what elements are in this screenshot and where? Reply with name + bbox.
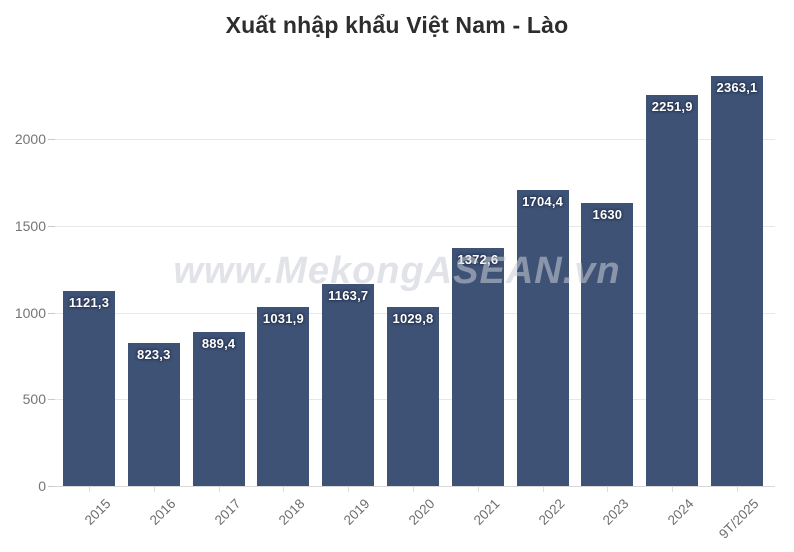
bar-value-label: 1372,6 <box>457 251 499 267</box>
y-axis-tick <box>48 139 55 140</box>
gridline <box>55 225 775 227</box>
bar-value-label: 2251,9 <box>651 99 693 115</box>
x-axis-tick-label: 2022 <box>535 496 568 528</box>
x-axis-tick <box>672 487 674 492</box>
x-axis-tick <box>542 487 544 492</box>
bar <box>63 291 115 486</box>
y-axis-tick <box>48 225 55 227</box>
bar-value-label: 823,3 <box>137 347 171 363</box>
bar-value-label: 1121,3 <box>68 295 110 311</box>
x-axis-tick <box>153 487 155 492</box>
bar-value-label: 1029,8 <box>392 311 434 327</box>
x-axis-tick <box>348 487 350 492</box>
gridline <box>55 139 775 140</box>
x-axis-tick-label: 2016 <box>146 496 179 528</box>
x-axis-tick-label: 2023 <box>600 496 632 528</box>
x-axis-tick <box>477 487 479 492</box>
x-axis-tick <box>283 487 285 492</box>
y-axis-tick-label: 2000 <box>14 131 46 147</box>
y-axis-tick <box>48 312 55 314</box>
y-axis-tick-label: 500 <box>22 391 46 408</box>
bar-value-label: 1704,4 <box>522 194 564 210</box>
y-axis-tick <box>48 486 55 487</box>
x-axis-tick-label: 2017 <box>211 496 244 528</box>
x-axis-tick-label: 2021 <box>470 496 503 528</box>
bar-value-label: 889,4 <box>201 335 236 351</box>
x-axis-tick-label: 2020 <box>405 496 438 528</box>
x-axis-tick-label: 2018 <box>276 496 308 528</box>
bar <box>581 203 634 486</box>
x-axis-tick-label: 9T/2025 <box>715 496 762 542</box>
gridline <box>55 486 775 487</box>
x-axis-tick-label: 2019 <box>340 496 373 528</box>
y-axis-tick <box>48 399 55 401</box>
bar-value-label: 1163,7 <box>328 288 369 304</box>
bar-value-label: 1031,9 <box>262 310 304 326</box>
x-axis-tick <box>89 487 90 492</box>
bar <box>127 343 180 486</box>
chart-title: Xuất nhập khẩu Việt Nam - Lào <box>225 12 569 38</box>
bar <box>387 307 439 486</box>
bar-value-label: 2363,1 <box>716 80 758 95</box>
x-axis-tick-label: 2024 <box>664 496 697 528</box>
bar <box>451 247 504 486</box>
bar <box>322 284 375 486</box>
x-axis-tick <box>737 487 738 492</box>
y-axis-tick-label: 1500 <box>14 217 46 234</box>
x-axis-tick-label: 2015 <box>81 496 114 528</box>
bar-value-label: 1630 <box>592 207 623 223</box>
bar <box>646 95 699 486</box>
bar <box>192 331 245 486</box>
x-axis-tick <box>607 487 609 492</box>
x-axis-tick <box>218 487 220 492</box>
bar <box>257 306 310 486</box>
y-axis-tick-label: 1000 <box>14 304 46 321</box>
bar <box>516 190 569 486</box>
x-axis-tick <box>413 487 414 492</box>
y-axis-tick-label: 0 <box>38 478 46 494</box>
bar <box>711 76 763 486</box>
